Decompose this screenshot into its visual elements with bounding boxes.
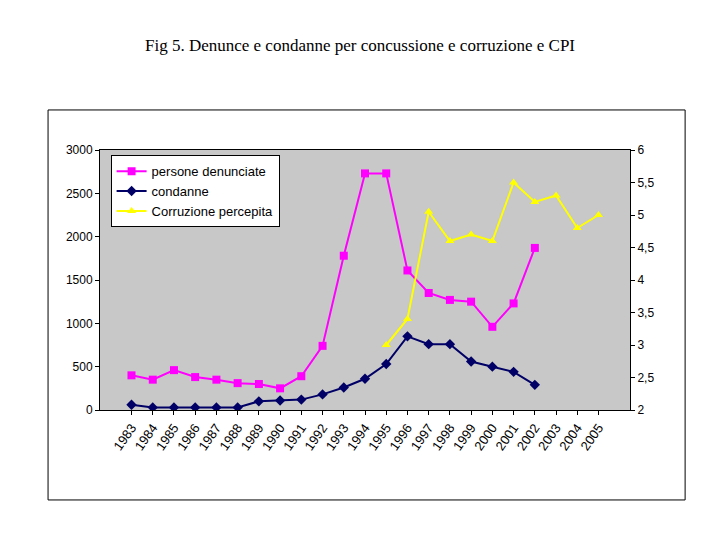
svg-text:1999: 1999 [450,421,479,453]
svg-text:2002: 2002 [514,421,543,453]
svg-text:persone denunciate: persone denunciate [152,164,266,179]
svg-text:500: 500 [73,360,93,374]
svg-text:5,5: 5,5 [637,176,654,190]
svg-text:1988: 1988 [217,421,246,453]
svg-text:Fig 5. Denunce e condanne per: Fig 5. Denunce e condanne per concussion… [145,36,575,55]
svg-text:1992: 1992 [301,421,330,453]
svg-text:1983: 1983 [110,421,139,453]
svg-text:1000: 1000 [66,317,93,331]
svg-text:1990: 1990 [259,421,288,453]
svg-text:2000: 2000 [471,421,500,453]
svg-text:condanne: condanne [152,184,209,199]
svg-text:3,5: 3,5 [637,306,654,320]
svg-text:1994: 1994 [344,421,373,453]
svg-text:1991: 1991 [280,421,309,453]
svg-text:2001: 2001 [492,421,521,453]
svg-text:1989: 1989 [238,421,267,453]
svg-text:1995: 1995 [365,421,394,453]
svg-text:1997: 1997 [408,421,437,453]
svg-text:6: 6 [637,143,644,157]
svg-text:2003: 2003 [535,421,564,453]
svg-text:1984: 1984 [132,421,161,453]
svg-text:1996: 1996 [386,421,415,453]
svg-text:1986: 1986 [174,421,203,453]
svg-text:4,5: 4,5 [637,241,654,255]
svg-text:0: 0 [86,403,93,417]
svg-text:2,5: 2,5 [637,371,654,385]
svg-text:1500: 1500 [66,273,93,287]
svg-text:1987: 1987 [195,421,224,453]
svg-text:3000: 3000 [66,143,93,157]
svg-text:4: 4 [637,273,644,287]
svg-text:1993: 1993 [323,421,352,453]
svg-text:2500: 2500 [66,187,93,201]
svg-text:1985: 1985 [153,421,182,453]
svg-text:3: 3 [637,338,644,352]
svg-text:Corruzione percepita: Corruzione percepita [152,204,273,219]
svg-text:2005: 2005 [577,421,606,453]
svg-text:2004: 2004 [556,421,585,453]
svg-text:2000: 2000 [66,230,93,244]
svg-text:5: 5 [637,208,644,222]
svg-text:1998: 1998 [429,421,458,453]
svg-text:2: 2 [637,403,644,417]
